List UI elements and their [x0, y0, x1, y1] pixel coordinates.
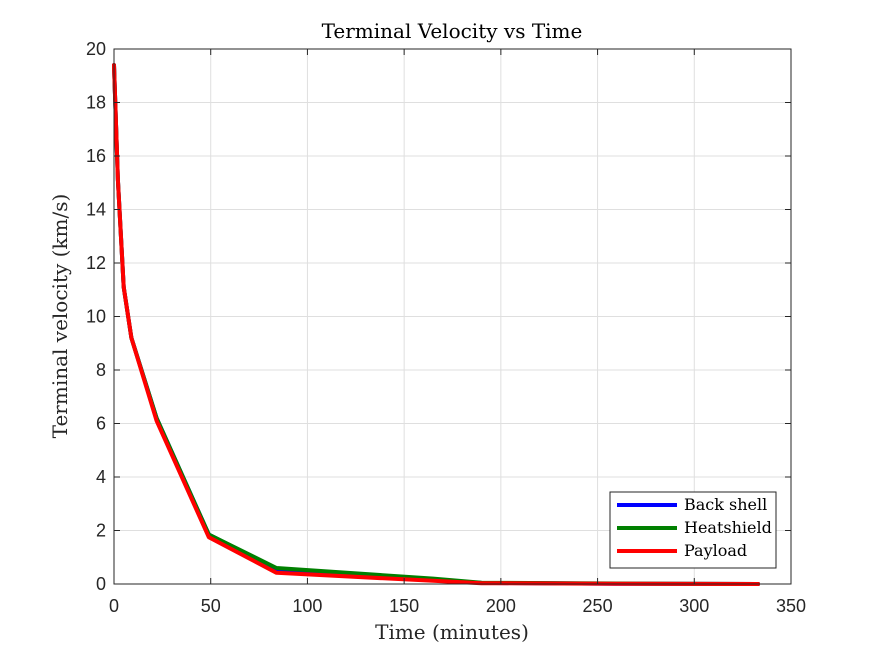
- axis-ticks: 0 50 100 150 200 250 300 350 0 2 4 6 8 10 12 14 16 18 20: [86, 39, 806, 616]
- y-tick-label: 6: [96, 414, 106, 434]
- y-tick-label: 8: [96, 360, 106, 380]
- x-tick-label: 50: [201, 596, 221, 616]
- y-tick-label: 10: [86, 307, 106, 327]
- y-axis-label: Terminal velocity (km/s): [48, 194, 72, 439]
- legend-label-back-shell: Back shell: [684, 495, 767, 514]
- y-tick-label: 12: [86, 253, 106, 273]
- x-tick-label: 100: [292, 596, 322, 616]
- legend-label-payload: Payload: [684, 541, 747, 560]
- y-tick-label: 2: [96, 521, 106, 541]
- x-tick-label: 300: [679, 596, 709, 616]
- grid: [114, 49, 791, 584]
- legend: Back shell Heatshield Payload: [609, 491, 777, 569]
- x-tick-label: 250: [583, 596, 613, 616]
- y-tick-label: 20: [86, 39, 106, 59]
- y-tick-label: 0: [96, 574, 106, 594]
- y-tick-label: 16: [86, 146, 106, 166]
- x-tick-label: 0: [109, 596, 119, 616]
- x-tick-label: 350: [776, 596, 806, 616]
- y-tick-label: 14: [86, 200, 106, 220]
- x-axis-label: Time (minutes): [375, 620, 529, 644]
- chart-title: Terminal Velocity vs Time: [322, 19, 583, 43]
- y-tick-label: 4: [96, 467, 106, 487]
- series-line-payload: [112, 63, 761, 586]
- x-tick-label: 200: [486, 596, 516, 616]
- legend-label-heatshield: Heatshield: [684, 518, 772, 537]
- y-tick-label: 18: [86, 93, 106, 113]
- series-lines: [112, 63, 761, 586]
- x-tick-label: 150: [389, 596, 419, 616]
